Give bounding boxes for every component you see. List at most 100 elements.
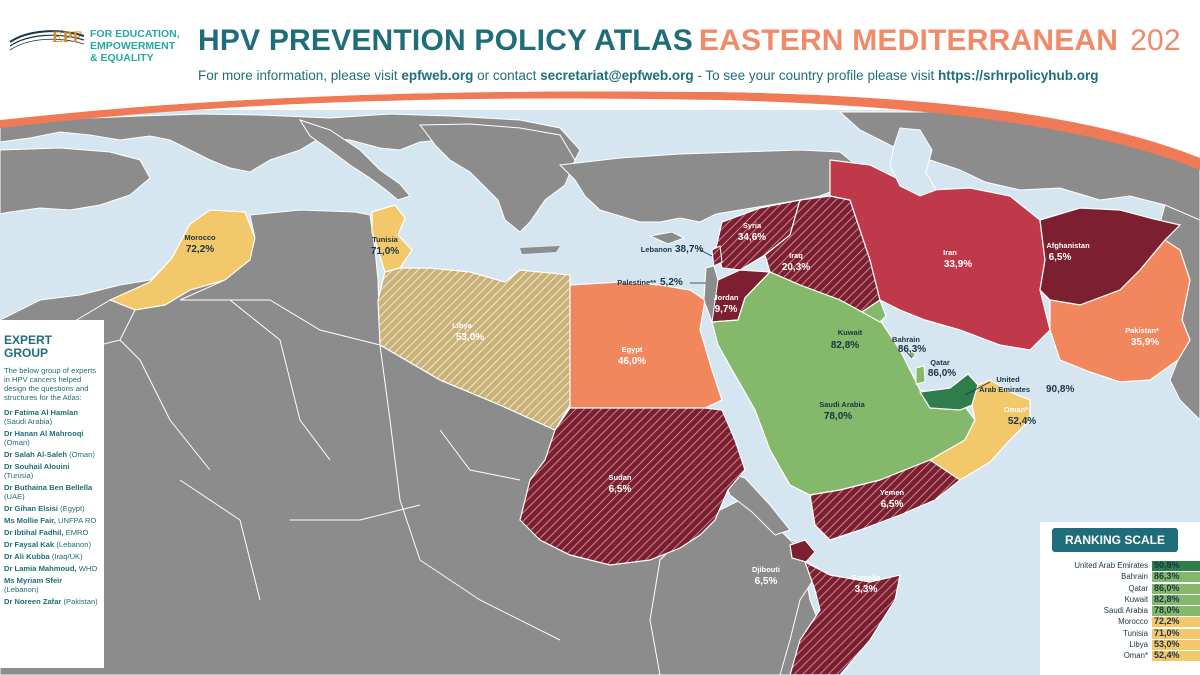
label-qatar-name: Qatar (930, 358, 950, 367)
info-prefix: For more information, please visit (198, 68, 402, 83)
label-syria-name: Syria (743, 221, 762, 230)
land-cyprus (648, 231, 686, 245)
ranking-value: 86,0% (1154, 582, 1180, 593)
ranking-country-name: Kuwait (1124, 594, 1148, 604)
tagline-line-1: FOR EDUCATION, (90, 28, 180, 40)
label-sudan-value: 6,5% (609, 484, 632, 495)
ranking-country-name: Tunisia (1123, 628, 1148, 638)
ranking-scale-panel: RANKING SCALE United Arab Emirates 90,8% B… (1040, 522, 1200, 675)
label-oman-name: Oman* (1004, 405, 1028, 414)
label-iran-name: Iran (943, 248, 957, 257)
label-djibouti-value: 6,5% (755, 576, 778, 587)
border-lines-africa (104, 299, 561, 641)
ranking-row: Tunisia 71,0% (1040, 628, 1200, 639)
label-pakistan-name: Pakistan* (1125, 326, 1159, 335)
ranking-value: 78,0% (1154, 605, 1180, 616)
label-bahrain-name: Bahrain (892, 335, 920, 344)
caspian-sea (889, 127, 937, 197)
country-kuwait (860, 299, 887, 323)
ranking-country-name: Morocco (1118, 617, 1148, 627)
ranking-color-chip (1152, 628, 1200, 639)
expert-item: Ms Mollie Fair, UNFPA RO (4, 516, 97, 525)
ranking-value: 53,0% (1154, 639, 1180, 650)
leader-line-uae (964, 381, 991, 396)
leader-line-lebanon (699, 249, 713, 257)
expert-item: Dr Lamia Mahmoud, WHO (4, 564, 98, 573)
ranking-color-chip (1152, 640, 1200, 651)
ranking-color-chip (1152, 594, 1200, 605)
ranking-row: Bahrain 86,3% (1040, 571, 1200, 583)
label-iran-value: 33,9% (944, 259, 972, 270)
label-somalia-value: 3,3% (855, 584, 878, 595)
label-iraq-value: 20,3% (782, 262, 810, 273)
ranking-color-chip (1152, 606, 1200, 617)
expert-list: Dr Fatima Al Hamlan (Saudi Arabia) Dr Ha… (4, 408, 98, 606)
label-pakistan-value: 35,9% (1131, 337, 1159, 348)
expert-group-title: EXPERT GROUP (4, 334, 98, 360)
land-algeria (179, 209, 381, 346)
title-part-2: EASTERN MEDITERRANEAN (698, 24, 1119, 57)
info-site-link[interactable]: epfweb.org (401, 68, 474, 83)
expert-item: Dr Ibtihal Fadhil, EMRO (4, 528, 89, 537)
country-djibouti (789, 539, 816, 563)
ranking-row: Saudi Arabia 78,0% (1040, 605, 1200, 617)
ranking-row: Libya 53,0% (1040, 639, 1200, 651)
ranking-country-name: Qatar (1128, 583, 1149, 593)
expert-item: Dr Salah Al-Saleh (Oman) (4, 450, 95, 459)
label-saudi-name: Saudi Arabia (819, 400, 865, 409)
country-pakistan (1049, 239, 1191, 383)
ranking-row: Kuwait 82,8% (1040, 594, 1200, 605)
ranking-value: 82,8% (1154, 593, 1180, 604)
country-tunisia (371, 204, 413, 273)
title-year: 202 (1130, 24, 1181, 57)
ranking-value: 71,0% (1154, 627, 1180, 638)
country-qatar (915, 365, 926, 385)
label-palestine-value: 5,2% (660, 277, 683, 288)
ranking-country-name: Libya (1129, 640, 1148, 650)
label-uae-name: Arab Emirates (979, 385, 1030, 394)
label-djibouti-name: Djibouti (752, 565, 780, 574)
label-iraq-name: Iraq (789, 251, 803, 260)
expert-title-line-2: GROUP (4, 346, 49, 360)
label-yemen-name: Yemen (880, 488, 905, 497)
info-site2-link[interactable]: https://srhrpolicyhub.org (937, 68, 1099, 83)
ranking-value: 52,4% (1154, 650, 1180, 661)
expert-title-line-1: EXPERT (4, 333, 53, 347)
label-tunisia-value: 71,0% (371, 246, 399, 257)
info-mid: or contact (473, 68, 541, 83)
expert-item: Dr Faysal Kak (Lebanon) (4, 540, 91, 549)
expert-group-intro: The below group of experts in HPV cancer… (4, 366, 97, 402)
label-qatar-value: 86,0% (928, 368, 956, 379)
country-egypt (569, 281, 723, 409)
expert-item: Dr Ali Kubba (Iraq/UK) (4, 552, 83, 561)
label-yemen-value: 6,5% (881, 499, 904, 510)
info-mid2: - To see your country profile please vis… (693, 68, 938, 83)
ranking-value: 86,3% (1154, 571, 1180, 582)
label-kuwait-value: 82,8% (831, 340, 859, 351)
ranking-country-name: Bahrain (1121, 572, 1148, 582)
label-kuwait-name: Kuwait (838, 328, 863, 337)
logo-text: EPF (52, 29, 82, 46)
label-palestine-name: Palestine** (617, 278, 656, 287)
label-morocco-value: 72,2% (186, 244, 214, 255)
label-sudan-name: Sudan (609, 473, 632, 482)
info-email-link[interactable]: secretariat@epfweb.org (540, 68, 694, 83)
label-libya-name: Libya (452, 321, 472, 330)
expert-item: Dr Fatima Al Hamlan (Saudi Arabia) (4, 408, 78, 426)
label-morocco-name: Morocco (184, 233, 216, 242)
land-balkans (419, 123, 576, 233)
label-uae-value: 90,8% (1046, 384, 1074, 395)
expert-group-panel: EXPERT GROUP The below group of experts … (0, 320, 104, 668)
country-iran (829, 159, 1051, 351)
ranking-country-name: Oman* (1123, 651, 1148, 661)
tagline-line-3: & EQUALITY (90, 52, 154, 64)
leader-line-bahrain (904, 349, 913, 359)
land-turkey (558, 149, 861, 223)
label-egypt-name: Egypt (622, 345, 643, 354)
ranking-color-chip (1152, 583, 1200, 594)
logo-tagline: FOR EDUCATION, EMPOWERMENT & EQUALITY (90, 28, 180, 64)
label-egypt-value: 46,0% (618, 356, 646, 367)
country-lebanon (711, 245, 723, 267)
logo-swoosh-icon (9, 30, 85, 43)
